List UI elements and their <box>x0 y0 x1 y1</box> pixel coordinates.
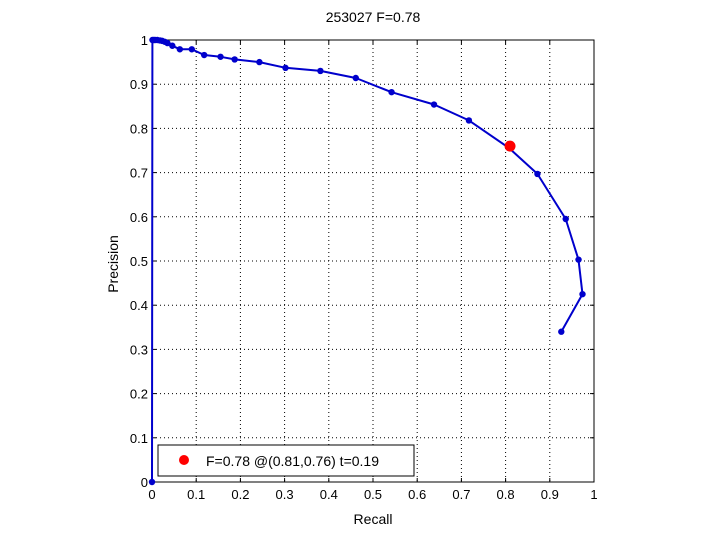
pr-curve-point <box>534 170 541 178</box>
y-tick-label: 0.4 <box>130 298 148 313</box>
chart-title: 253027 F=0.78 <box>326 9 421 25</box>
x-tick-label: 0.4 <box>320 487 338 502</box>
legend: F=0.78 @(0.81,0.76) t=0.19 <box>157 444 415 477</box>
pr-curve-point <box>188 46 195 53</box>
y-tick-label: 0.6 <box>130 210 148 225</box>
legend-marker <box>179 455 189 465</box>
pr-curve-point <box>430 101 438 108</box>
pr-curve-point <box>148 478 156 486</box>
best-f-point <box>504 140 516 152</box>
pr-curve-point <box>352 74 359 82</box>
x-tick-label: 0.1 <box>187 487 205 502</box>
pr-curve-point <box>282 64 289 72</box>
x-tick-label: 0 <box>148 487 155 502</box>
x-tick-label: 0.6 <box>408 487 426 502</box>
highlight-layer <box>504 140 516 152</box>
y-tick-label: 0.2 <box>130 387 148 402</box>
series-layer <box>148 36 586 486</box>
y-tick-label: 0.1 <box>130 431 148 446</box>
axis-ticks: 0 0.1 0.2 0.3 0.4 0.5 0.6 0.7 0.8 0.9 1 0 0.1 0.2 0.3 0… <box>130 33 598 502</box>
legend-label: F=0.78 @(0.81,0.76) t=0.19 <box>206 453 379 469</box>
x-tick-label: 0.5 <box>364 487 382 502</box>
pr-curve-point <box>200 51 208 59</box>
y-axis-label: Precision <box>105 235 121 293</box>
y-tick-label: 0 <box>141 475 148 490</box>
x-tick-label: 0.7 <box>452 487 470 502</box>
pr-curve-point <box>562 215 569 223</box>
pr-curve-point <box>465 117 473 124</box>
pr-curve-point <box>256 58 263 66</box>
x-axis-label: Recall <box>354 511 393 527</box>
pr-curve-point <box>388 88 395 96</box>
y-tick-label: 1 <box>141 33 148 48</box>
y-tick-label: 0.9 <box>130 77 148 92</box>
pr-curve-point <box>217 53 224 60</box>
y-tick-label: 0.8 <box>130 121 148 136</box>
pr-curve-point <box>169 42 176 49</box>
pr-curve-point <box>231 56 238 63</box>
pr-curve-point <box>579 290 586 298</box>
legend-box <box>157 444 415 477</box>
y-tick-label: 0.5 <box>130 254 148 269</box>
pr-curve-point <box>149 36 156 44</box>
pr-curve-point <box>558 328 565 335</box>
pr-curve-point <box>575 256 582 263</box>
x-tick-label: 0.8 <box>497 487 515 502</box>
x-tick-label: 0.9 <box>541 487 559 502</box>
x-tick-label: 0.3 <box>276 487 294 502</box>
x-tick-label: 0.2 <box>231 487 249 502</box>
x-tick-label: 1 <box>590 487 597 502</box>
pr-curve-point <box>317 67 324 75</box>
pr-curve-point <box>176 46 184 53</box>
y-tick-label: 0.7 <box>130 166 148 181</box>
grid-lines <box>152 40 594 482</box>
y-tick-label: 0.3 <box>130 342 148 357</box>
